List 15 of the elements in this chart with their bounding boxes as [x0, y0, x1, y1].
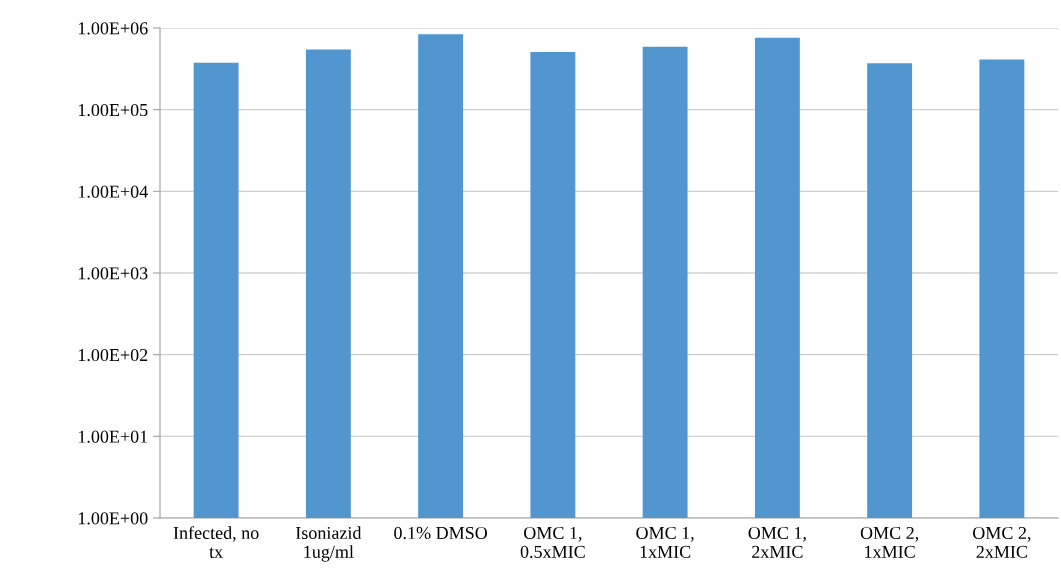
y-tick-label: 1.00E+04 — [78, 185, 148, 198]
x-tick-label: OMC 1, 1xMIC — [636, 526, 694, 558]
y-tick-label: 1.00E+00 — [78, 512, 148, 525]
x-tick-label: Isoniazid 1ug/ml — [295, 526, 362, 562]
y-tick-label: 1.00E+01 — [78, 430, 148, 443]
y-tick-label: 1.00E+03 — [78, 267, 148, 280]
x-tick-label: OMC 2, 1xMIC — [860, 526, 919, 558]
x-tick-label: Infected, no tx — [173, 526, 259, 558]
x-tick-label: OMC 1, 0.5xMIC — [520, 526, 585, 558]
x-tick-label: 0.1% DMSO — [394, 526, 488, 540]
y-tick-label: 1.00E+05 — [78, 103, 148, 117]
y-tick-label: 1.00E+02 — [78, 348, 148, 362]
x-tick-label: OMC 1, 2xMIC — [748, 526, 806, 558]
x-tick-label: OMC 2, 2xMIC — [973, 526, 1031, 558]
y-tick-label: 1.00E+06 — [78, 22, 148, 35]
